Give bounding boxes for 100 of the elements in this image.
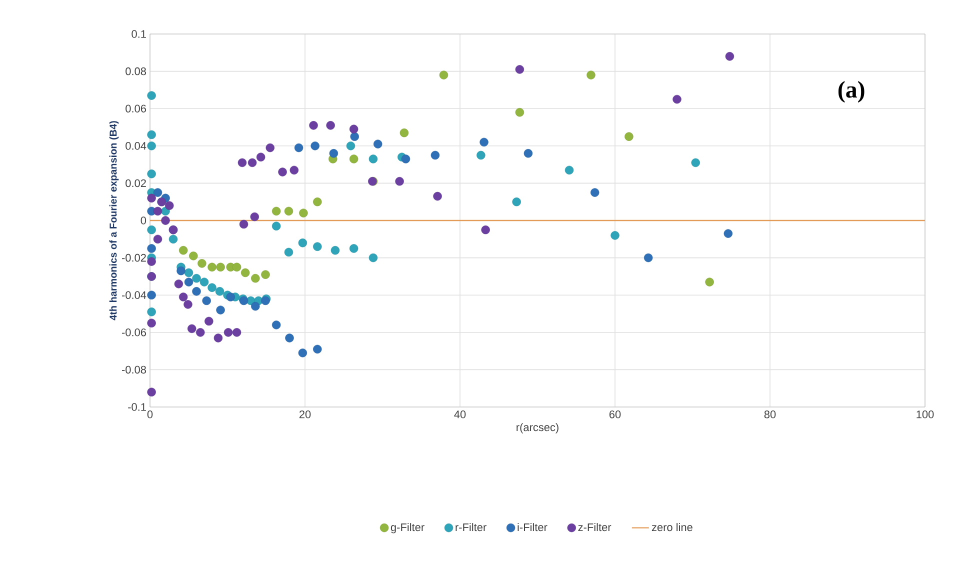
point — [153, 188, 162, 197]
point — [313, 344, 322, 354]
legend-label: g-Filter — [390, 523, 424, 534]
point — [214, 334, 223, 342]
point — [326, 121, 335, 130]
point — [610, 231, 620, 240]
annotation: (a) — [838, 80, 864, 103]
legend-label: i-Filter — [518, 523, 548, 532]
point — [251, 274, 260, 283]
point — [481, 225, 490, 234]
point — [198, 259, 206, 268]
point — [200, 278, 209, 286]
point — [147, 257, 156, 266]
point — [395, 176, 404, 186]
point — [248, 158, 257, 168]
point — [232, 262, 242, 272]
x-tick-label: 40 — [454, 410, 466, 418]
point — [238, 158, 247, 168]
point — [239, 220, 248, 229]
point — [401, 154, 410, 164]
point — [400, 128, 409, 138]
point — [368, 253, 378, 262]
point — [644, 253, 653, 262]
x-tick-label: 100 — [916, 410, 934, 418]
y-axis-title: 4th harmonics of a Fourier expansion (B4) — [109, 121, 119, 320]
point — [176, 266, 186, 276]
legend-label: zero line — [652, 523, 692, 532]
point — [430, 150, 440, 160]
point — [298, 238, 308, 248]
point — [261, 270, 270, 279]
point — [178, 246, 188, 255]
x-tick-label: 0 — [147, 410, 153, 418]
point — [724, 229, 733, 238]
point — [349, 124, 358, 134]
point — [147, 225, 156, 234]
point — [147, 244, 156, 253]
point — [624, 132, 634, 141]
point — [294, 143, 304, 152]
point — [147, 194, 156, 202]
point — [278, 168, 287, 176]
point — [272, 320, 281, 330]
point — [188, 324, 196, 334]
point — [476, 150, 486, 160]
point — [284, 206, 294, 216]
point — [147, 308, 156, 316]
point — [208, 262, 216, 272]
point — [374, 140, 382, 148]
y-tick-label: -0.04 — [122, 291, 146, 299]
point — [586, 70, 596, 80]
point — [189, 252, 198, 260]
y-tick-label: 0 — [140, 216, 146, 224]
point — [433, 192, 442, 201]
point — [515, 65, 524, 74]
point — [272, 222, 281, 230]
y-tick-label: 0.1 — [132, 30, 146, 38]
point — [590, 188, 600, 197]
y-tick-label: -0.02 — [122, 254, 146, 262]
y-tick-label: 0.04 — [126, 142, 146, 150]
point — [224, 328, 233, 337]
point — [208, 283, 216, 292]
point — [329, 149, 338, 158]
point — [705, 278, 714, 286]
point — [226, 292, 235, 302]
x-tick-label: 80 — [764, 410, 776, 418]
point — [153, 206, 162, 216]
point — [147, 91, 156, 100]
point — [480, 138, 488, 147]
point — [515, 108, 524, 117]
point — [330, 246, 340, 255]
y-tick-label: 0.08 — [126, 67, 146, 76]
point — [215, 287, 224, 296]
legend-label: z-Filter — [578, 523, 612, 532]
y-tick-label: 0.02 — [126, 179, 146, 188]
point — [174, 280, 184, 288]
point — [196, 328, 205, 337]
point — [178, 292, 188, 302]
point — [439, 70, 448, 80]
point — [266, 143, 274, 152]
point — [309, 121, 318, 130]
point — [691, 158, 700, 168]
point — [313, 197, 322, 206]
point — [147, 318, 156, 328]
point — [153, 234, 162, 244]
point — [285, 334, 294, 342]
y-tick-label: -0.1 — [128, 403, 146, 411]
point — [216, 262, 225, 272]
point — [512, 197, 521, 206]
point — [147, 130, 156, 140]
point — [250, 212, 259, 222]
point — [192, 287, 201, 296]
point — [256, 152, 266, 162]
point — [290, 166, 299, 174]
point — [204, 316, 214, 326]
point — [272, 206, 281, 216]
x-tick-label: 20 — [299, 410, 311, 418]
point — [147, 388, 156, 396]
point — [147, 142, 156, 150]
y-tick-label: -0.06 — [122, 328, 146, 336]
point — [298, 348, 308, 358]
x-axis-title: r(arcsec) — [516, 423, 558, 434]
